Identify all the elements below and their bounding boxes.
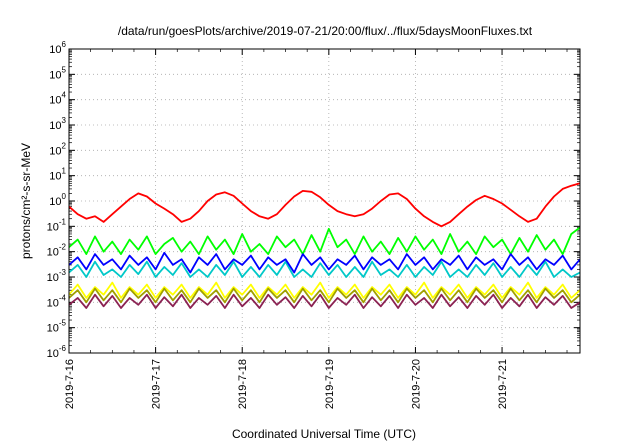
y-tick-label: 10-6	[47, 344, 67, 360]
y-tick-base: 10	[49, 145, 61, 157]
y-tick-label: 10-1	[47, 217, 67, 233]
series-line-4	[69, 281, 580, 299]
y-tick-base: 10	[47, 348, 59, 360]
grid-layer	[69, 49, 580, 353]
y-tick-exponent: 1	[62, 167, 67, 176]
series-line-6	[69, 293, 580, 309]
y-tick-label: 105	[49, 65, 66, 81]
y-tick-exponent: -1	[59, 217, 67, 226]
y-tick-exponent: 0	[62, 192, 67, 201]
y-tick-exponent: -3	[59, 268, 67, 277]
y-tick-exponent: -4	[59, 293, 67, 302]
series-layer	[69, 182, 580, 309]
y-tick-label: 100	[49, 192, 66, 208]
y-tick-exponent: 5	[62, 65, 67, 74]
y-tick-base: 10	[47, 323, 59, 335]
y-tick-base: 10	[49, 120, 61, 132]
y-axis: 10-610-510-410-310-210-11001011021031041…	[47, 40, 580, 360]
x-tick-label: 2019-7-16	[64, 359, 76, 409]
y-tick-base: 10	[47, 247, 59, 259]
series-line-0	[69, 182, 580, 228]
y-tick-exponent: 6	[62, 40, 67, 49]
x-axis-label: Coordinated Universal Time (UTC)	[232, 427, 416, 441]
x-tick-label: 2019-7-20	[410, 359, 422, 409]
series-line-3	[69, 251, 580, 274]
series-line-5	[69, 287, 580, 304]
series-line-1	[69, 226, 580, 255]
x-tick-label: 2019-7-19	[324, 359, 336, 409]
chart-title: /data/run/goesPlots/archive/2019-07-21/2…	[118, 24, 533, 38]
y-tick-label: 102	[49, 141, 66, 157]
y-tick-base: 10	[49, 95, 61, 107]
y-tick-exponent: 3	[62, 116, 67, 125]
y-axis-label: protons/cm²-s-sr-MeV	[19, 143, 33, 259]
y-tick-base: 10	[49, 44, 61, 56]
y-tick-base: 10	[47, 272, 59, 284]
y-tick-exponent: -6	[59, 344, 67, 353]
y-tick-base: 10	[49, 69, 61, 81]
y-tick-label: 10-4	[47, 293, 67, 309]
y-tick-label: 106	[49, 40, 66, 56]
y-tick-exponent: 4	[62, 91, 67, 100]
x-tick-label: 2019-7-17	[151, 359, 163, 409]
plot-frame	[68, 48, 581, 354]
y-tick-label: 10-5	[47, 319, 67, 335]
y-tick-exponent: -5	[59, 319, 67, 328]
y-tick-label: 10-2	[47, 243, 67, 259]
y-tick-label: 101	[49, 167, 66, 183]
y-tick-base: 10	[47, 221, 59, 233]
x-tick-label: 2019-7-18	[237, 359, 249, 409]
y-tick-base: 10	[47, 297, 59, 309]
y-tick-label: 10-3	[47, 268, 67, 284]
y-tick-exponent: -2	[59, 243, 67, 252]
x-axis: 2019-7-16 2019-7-17 2019-7-18 2019-7-19 2019…	[64, 49, 568, 409]
series-line-2	[69, 260, 580, 278]
x-tick-label: 2019-7-21	[497, 359, 509, 409]
y-tick-base: 10	[49, 171, 61, 183]
y-tick-label: 103	[49, 116, 66, 132]
y-tick-base: 10	[49, 196, 61, 208]
y-tick-exponent: 2	[62, 141, 67, 150]
y-tick-label: 104	[49, 91, 66, 107]
